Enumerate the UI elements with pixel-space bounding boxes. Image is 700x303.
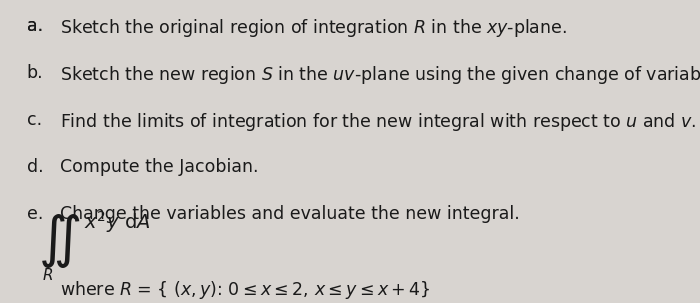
Text: Compute the Jacobian.: Compute the Jacobian. [60,158,258,175]
Text: Sketch the new region $S$ in the $uv$-plane using the given change of variables.: Sketch the new region $S$ in the $uv$-pl… [60,64,700,86]
Text: $\iint$: $\iint$ [38,212,80,270]
Text: Change the variables and evaluate the new integral.: Change the variables and evaluate the ne… [60,205,519,222]
Text: a.: a. [27,17,43,35]
Text: d.: d. [27,158,43,175]
Text: $R$: $R$ [42,267,53,283]
Text: a.: a. [27,17,43,35]
Text: $x^2y\ \mathrm{d}A$: $x^2y\ \mathrm{d}A$ [84,209,150,235]
Text: Find the limits of integration for the new integral with respect to $u$ and $v$.: Find the limits of integration for the n… [60,111,696,133]
Text: where $R$ = { $(x, y)$: $0 \leq x \leq 2$, $x \leq y \leq x + 4$}: where $R$ = { $(x, y)$: $0 \leq x \leq 2… [60,279,430,301]
Text: b.: b. [27,64,43,82]
Text: e.: e. [27,205,43,222]
Text: c.: c. [27,111,42,128]
Text: Sketch the original region of integration $R$ in the $xy$-plane.: Sketch the original region of integratio… [60,17,566,39]
